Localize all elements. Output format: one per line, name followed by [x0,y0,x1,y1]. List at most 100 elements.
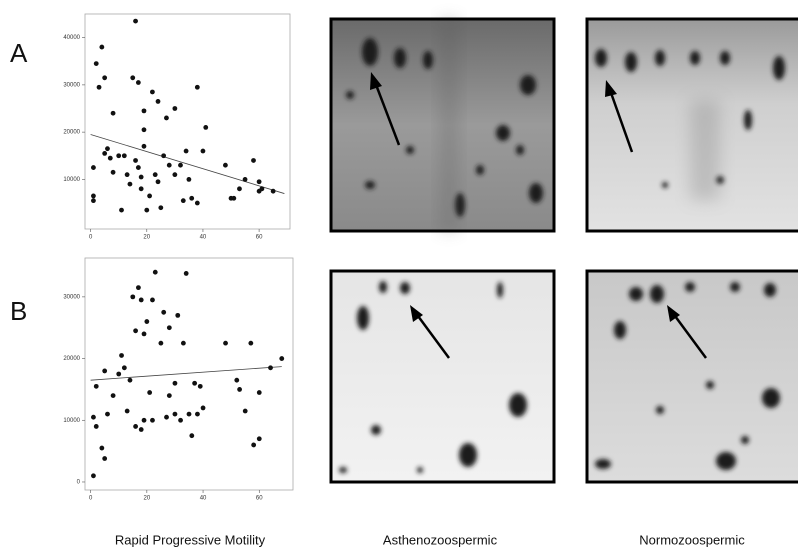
data-point [184,271,189,276]
data-point [167,163,172,168]
data-point [172,106,177,111]
data-point [147,194,152,199]
data-point [150,90,155,95]
data-point [178,418,183,423]
data-point [133,328,138,333]
data-point [195,85,200,90]
data-point [251,443,256,448]
data-point [257,179,262,184]
data-point [139,175,144,180]
data-point [178,163,183,168]
data-point [125,409,130,414]
data-point [130,294,135,299]
data-point [142,144,147,149]
data-point [237,387,242,392]
data-point [91,415,96,420]
data-point [201,406,206,411]
data-point [260,186,265,191]
data-point [99,446,104,451]
x-tick-label: 0 [89,496,93,502]
data-point [136,165,141,170]
data-point [184,149,189,154]
column-label: Asthenozoospermic [383,532,498,547]
data-point [105,146,110,151]
data-point [192,381,197,386]
data-point [142,331,147,336]
data-point [102,151,107,156]
data-point [243,177,248,182]
data-point [231,196,236,201]
data-point [94,424,99,429]
data-point [91,473,96,478]
data-point [139,427,144,432]
plot-frame [85,258,293,490]
data-point [164,116,169,121]
data-point [156,179,161,184]
data-point [201,149,206,154]
fit-line [91,134,285,193]
data-point [139,186,144,191]
data-point [133,424,138,429]
data-point [147,390,152,395]
y-tick-label: 20000 [63,130,80,136]
y-tick-label: 30000 [63,82,80,88]
data-point [187,177,192,182]
data-point [173,381,178,386]
data-point [150,418,155,423]
data-point [142,418,147,423]
data-point [116,153,121,158]
data-point [136,285,141,290]
x-tick-label: 40 [200,235,207,241]
gel-image [331,19,554,231]
data-point [94,61,99,66]
data-point [234,378,239,383]
data-point [97,85,102,90]
data-point [164,415,169,420]
data-point [251,158,256,163]
x-tick-label: 60 [256,235,263,241]
data-point [119,353,124,358]
data-point [223,163,228,168]
data-point [139,298,144,303]
y-tick-label: 20000 [63,356,80,362]
data-point [271,189,276,194]
y-tick-label: 0 [77,480,81,486]
data-point [142,108,147,113]
gel-image [587,19,798,231]
x-tick-label: 40 [200,496,207,502]
data-point [94,384,99,389]
column-label: Rapid Progressive Motility [115,532,266,547]
y-tick-label: 30000 [63,294,80,300]
data-point [102,369,107,374]
data-point [175,313,180,318]
data-point [111,111,116,116]
y-tick-label: 10000 [63,177,80,183]
panel-label: A [10,38,28,68]
data-point [119,208,124,213]
data-point [223,341,228,346]
data-point [91,194,96,199]
data-point [156,99,161,104]
page: {"panel_labels": ["A", "B"], "column_lab… [0,0,798,549]
data-point [102,75,107,80]
data-point [181,198,186,203]
data-point [187,412,192,417]
data-point [248,341,253,346]
data-point [268,365,273,370]
data-point [153,172,158,177]
data-point [257,436,262,441]
data-point [105,412,110,417]
data-point [158,205,163,210]
data-point [257,390,262,395]
y-tick-label: 10000 [63,418,80,424]
plot-frame [85,14,290,229]
x-tick-label: 20 [143,235,150,241]
data-point [279,356,284,361]
data-point [130,75,135,80]
data-point [128,378,133,383]
data-point [237,186,242,191]
y-tick-label: 40000 [63,35,80,41]
x-tick-label: 60 [256,496,263,502]
data-point [158,341,163,346]
data-point [136,80,141,85]
